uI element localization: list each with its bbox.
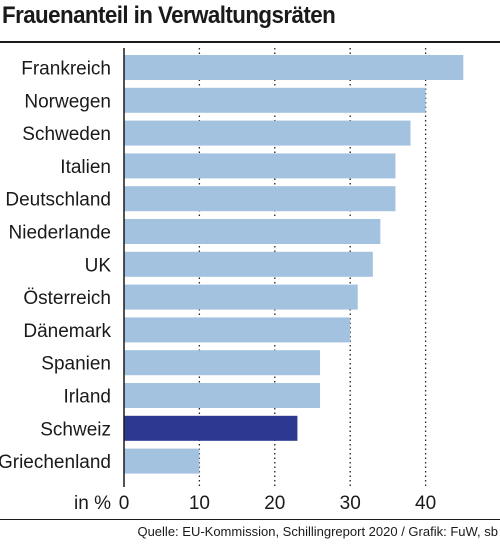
category-label: Italien <box>60 157 111 178</box>
category-label: Irland <box>63 387 111 408</box>
category-label: Deutschland <box>5 190 111 211</box>
x-tick-label: 20 <box>264 493 285 514</box>
category-label: Österreich <box>23 288 111 309</box>
x-axis: 0 10 20 30 40 in % <box>74 48 436 514</box>
bar-uk <box>124 251 373 277</box>
bar-österreich <box>124 284 358 310</box>
bar-frankreich <box>124 55 464 80</box>
bar-griechenland <box>124 448 200 474</box>
category-label: Spanien <box>41 354 111 375</box>
bar-spanien <box>124 350 321 376</box>
category-label: Schweden <box>22 124 111 145</box>
bar-italien <box>124 153 396 179</box>
x-tick-label: 10 <box>189 493 210 514</box>
x-axis-unit-label: in % <box>74 493 111 514</box>
x-tick-label: 0 <box>119 493 130 514</box>
bar-schweiz <box>124 415 298 441</box>
category-label: Niederlande <box>9 223 111 244</box>
category-label: Griechenland <box>0 452 111 473</box>
bars <box>124 55 464 474</box>
category-label: UK <box>85 255 112 276</box>
category-labels: Frankreich Norwegen Schweden Italien Deutsch… <box>0 59 111 474</box>
source-divider <box>0 519 500 520</box>
bar-dänemark <box>124 317 351 343</box>
source-note: Quelle: EU-Kommission, Schillingreport 2… <box>137 524 498 539</box>
x-tick-label: 30 <box>340 493 361 514</box>
bar-irland <box>124 383 321 408</box>
bar-norwegen <box>124 87 426 113</box>
category-label: Frankreich <box>21 59 111 80</box>
category-label: Schweiz <box>40 419 111 440</box>
bar-schweden <box>124 120 411 146</box>
title-divider <box>0 41 500 43</box>
bar-niederlande <box>124 219 381 244</box>
chart-title: Frauenanteil in Verwaltungsräten <box>2 2 336 29</box>
category-label: Norwegen <box>24 91 111 112</box>
x-tick-label: 40 <box>415 493 436 514</box>
bar-chart: Frankreich Norwegen Schweden Italien Deutsch… <box>0 48 464 514</box>
bar-deutschland <box>124 186 396 212</box>
category-label: Dänemark <box>23 321 111 342</box>
